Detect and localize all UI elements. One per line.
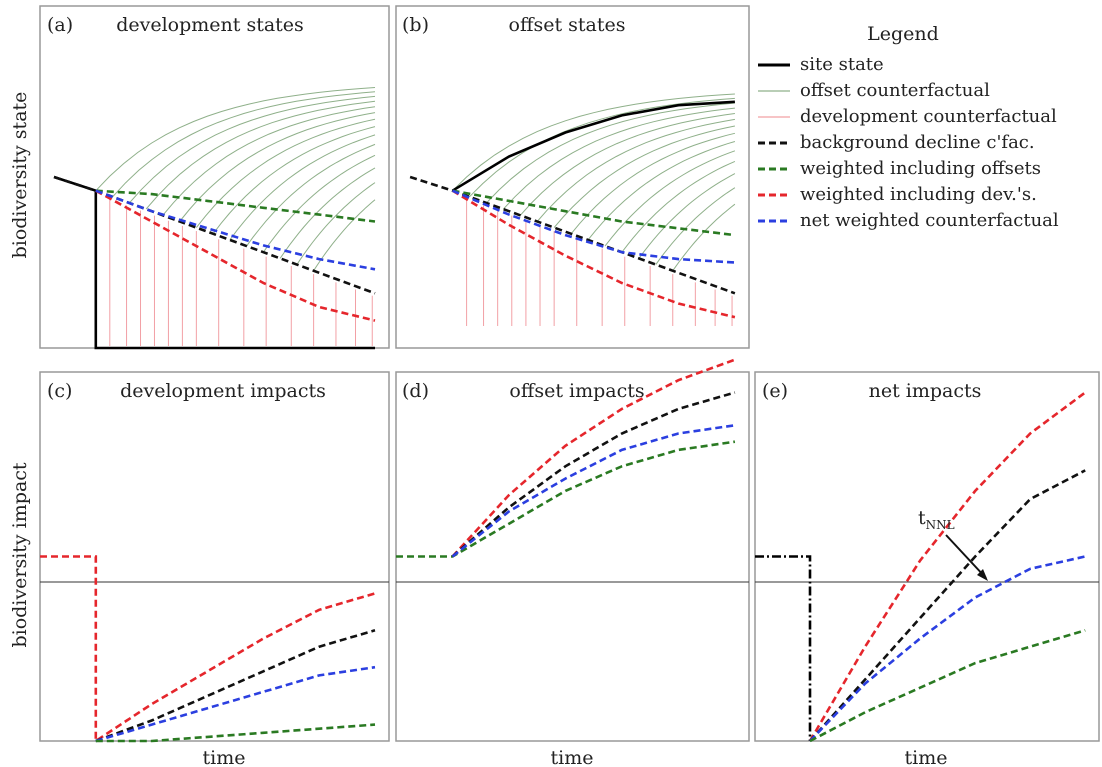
offset-counterfactual-line [262,154,376,253]
legend-title: Legend [867,23,939,45]
panel-d-frame [395,371,750,742]
legend-label-0: site state [800,54,884,75]
offset-counterfactual-line [502,107,735,210]
panel-a-series-net-weighted-counterfactual [95,189,376,271]
offset-counterfactual-line [179,112,376,222]
offset-counterfactual-line [638,173,736,259]
panel-c-series-weighted-including-offsets [95,723,376,743]
tnnl-arrow-line [945,534,987,579]
offset-counterfactual-line [519,113,735,216]
panel-a-series-site-state [53,175,375,350]
tnnl-annotation: tNNL [918,507,955,532]
legend-label-2: development counterfactual [800,106,1057,127]
panel-d-series-background-decline-c-fac- [451,391,736,558]
panel-b-series-net-weighted-counterfactual [451,189,735,264]
bottom-ylabel: biodiversity impact [9,462,31,647]
offset-counterfactual-line [452,93,735,192]
tnnl-t: t [918,507,926,529]
offset-counterfactual-line [296,182,376,265]
panel-a-series-background-decline-c-fac- [53,175,376,295]
panel-d-tag: (d) [402,380,429,402]
panel-b-frame [395,5,750,349]
offset-counterfactual-line [229,134,376,241]
panel-a-series [53,175,376,350]
offset-counterfactual-line [95,87,376,192]
xlabel-d: time [551,747,594,767]
offset-counterfactual-line [112,91,376,198]
panel-e-title: net impacts [869,380,982,402]
legend-label-3: background decline c'fac. [800,132,1035,153]
panel-c-title: development impacts [120,380,326,402]
panel-a-tag: (a) [47,14,73,36]
panel-e-series-weighted-including-dev-s- [808,391,1086,742]
panel-c-series-net-weighted-counterfactual [95,665,376,743]
panel-b-series-weighted-including-offsets [452,189,736,237]
panel-e-series-net-weighted-counterfactual [809,555,1086,742]
panel-c-series-weighted-including-dev-s- [40,555,376,744]
legend-label-5: weighted including dev.'s. [800,184,1037,205]
tnnl-arrow-head [977,569,988,581]
panel-e-series [755,391,1086,743]
panel-d-series-weighted-including-offsets [396,440,736,558]
panel-b-series-site-state [451,100,735,192]
offset-counterfactual-line [570,132,736,235]
offset-counterfactual-line [469,97,735,198]
panel-e-series-weighted-including-offsets [809,629,1086,743]
offset-counterfactual-line [486,102,735,204]
panel-c-frame [39,371,390,742]
panel-d-series-weighted-including-dev-s- [451,358,736,558]
offset-counterfactual-line [162,106,376,216]
panel-b-series-background-decline-c-fac- [409,175,736,295]
legend-label-4: weighted including offsets [800,158,1041,179]
xlabel-c: time [203,747,246,767]
offset-counterfactual-line [621,160,736,253]
panel-e-series-site-state [755,555,812,741]
legend: site state offset counterfactual developme… [758,54,1059,231]
panel-d-title: offset impacts [509,380,644,402]
offset-counterfactual-line [655,187,736,265]
offset-counterfactual-line [246,143,376,247]
legend-label-6: net weighted counterfactual [800,210,1059,231]
panel-b-series [409,100,736,319]
offset-counterfactual-line [672,203,736,271]
panel-e-tag: (e) [762,380,788,402]
top-ylabel: biodiversity state [9,92,31,259]
offset-counterfactual-line [313,199,376,271]
offset-counterfactual-line [604,150,736,247]
panel-a-series-weighted-including-dev-s- [95,189,376,322]
offset-counterfactual-line [536,118,735,222]
offset-counterfactual-line [128,95,376,204]
panel-a-counterfactual-fan [95,87,376,346]
xlabel-e: time [905,747,948,767]
panel-e-series-background-decline-c-fac- [809,469,1086,742]
offset-counterfactual-line [196,118,376,228]
panel-b-title: offset states [509,14,626,36]
panel-c-series-background-decline-c-fac- [95,629,376,743]
offset-counterfactual-line [145,100,376,210]
panel-a-title: development states [116,14,304,36]
legend-label-1: offset counterfactual [800,80,990,101]
offset-counterfactual-line [212,126,376,235]
panel-d-series [396,358,736,558]
panel-a-series-weighted-including-offsets [95,189,376,223]
offset-counterfactual-line [587,141,736,241]
panel-b-tag: (b) [402,14,429,36]
tnnl-sub: NNL [926,518,955,532]
offset-counterfactual-line [279,167,376,259]
panel-b-counterfactual-fan [452,93,736,326]
panel-c-series [40,555,376,744]
panel-c-tag: (c) [47,380,72,402]
panel-b-series-weighted-including-dev-s- [451,189,736,319]
panel-d-series-net-weighted-counterfactual [451,424,736,558]
offset-counterfactual-line [553,125,736,228]
